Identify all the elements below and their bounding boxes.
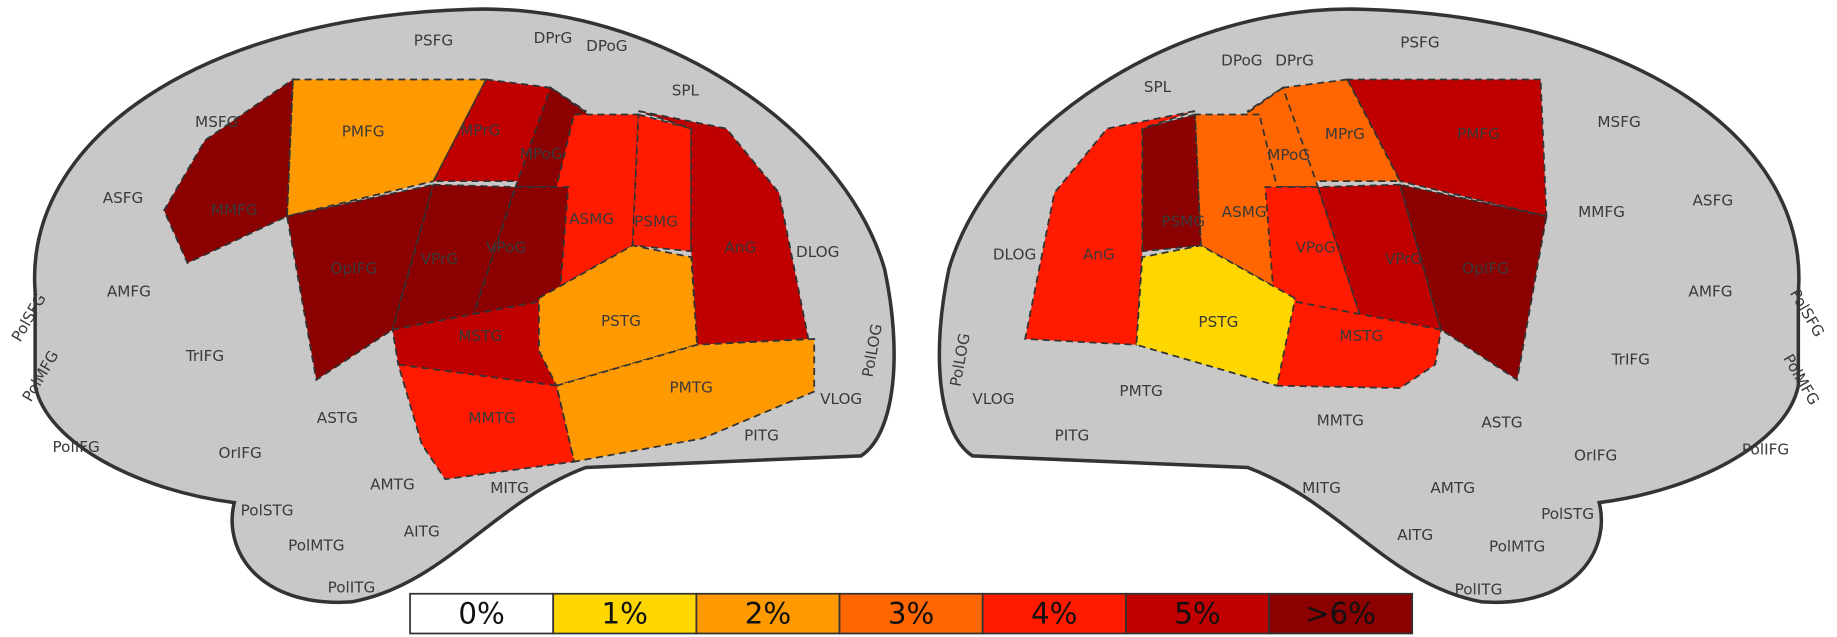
legend-swatch (552, 592, 698, 635)
region-fill (286, 183, 435, 382)
region-label: ASMG (569, 210, 614, 228)
region-label: PITG (744, 426, 779, 444)
region-label: DPoG (586, 37, 627, 55)
legend-label: 4% (1031, 596, 1077, 630)
region-label: PSMG (634, 213, 678, 231)
legend-label: 0% (458, 596, 504, 630)
region-label: MPrG (1325, 125, 1365, 143)
legend-swatch (981, 592, 1127, 635)
region-label: VPrG (421, 250, 458, 268)
legend: 0% 1% 2% 3% 4% 5% >6% (409, 592, 1414, 635)
region-label: AMTG (1430, 479, 1475, 497)
region-fill (1135, 244, 1296, 387)
region-label: MSTG (458, 327, 502, 345)
region-label: MMFG (1578, 203, 1625, 221)
region-label: PolSTG (241, 501, 294, 519)
region-label: OpIFG (330, 259, 377, 277)
region-label: SPL (1144, 78, 1172, 96)
region-label: PSFG (414, 31, 453, 49)
region-label: PolITG (1455, 581, 1503, 599)
region-label: MMTG (1317, 411, 1364, 429)
region-label: PolMTG (288, 536, 344, 554)
region-label: AnG (1083, 245, 1115, 263)
region-label: PSMG (1161, 213, 1205, 231)
region-label: PolIFG (1742, 441, 1789, 459)
region-labels: PSFG DPrG DPoG SPL MSFG PMFG MPrG MPoG ASFG MMFG A… (8, 29, 1828, 599)
region-fill (631, 113, 693, 253)
region-label: TrIFG (1611, 351, 1650, 369)
region-fill (1141, 113, 1202, 253)
region-label: PMTG (1119, 382, 1162, 400)
region-label: ASMG (1222, 203, 1267, 221)
legend-label: 1% (602, 596, 648, 630)
region-fill (391, 183, 517, 331)
region-label: PolITG (328, 578, 376, 596)
region-label: TrIFG (185, 347, 224, 365)
region-label: AITG (1397, 526, 1433, 544)
region-label: PSTG (1198, 313, 1238, 331)
legend-label: >6% (1305, 596, 1376, 630)
region-label: AITG (404, 522, 440, 540)
region-label: ASFG (103, 189, 144, 207)
region-label: PMFG (342, 123, 385, 141)
region-label: OpIFG (1462, 259, 1509, 277)
region-label: DPrG (534, 29, 573, 47)
region-label: MITG (1302, 479, 1341, 497)
region-label: VPrG (1385, 250, 1422, 268)
legend-swatch (1124, 592, 1270, 635)
region-label: MPoG (520, 145, 563, 163)
region-label: OrIFG (1574, 446, 1617, 464)
region-fill (163, 77, 294, 265)
region-label: MSTG (1339, 327, 1383, 345)
region-label: DLOG (993, 245, 1036, 263)
region-label: DPrG (1275, 51, 1314, 69)
region-label: PITG (1055, 426, 1090, 444)
region-label: AMFG (107, 283, 151, 301)
region-label: MMTG (468, 409, 515, 427)
region-label: DPoG (1221, 51, 1262, 69)
region-label: AMTG (370, 476, 415, 494)
region-label: OrIFG (219, 444, 262, 462)
legend-swatch (1268, 592, 1414, 635)
legend-swatch (838, 592, 984, 635)
region-fill (397, 363, 576, 481)
region-label: AMFG (1688, 283, 1732, 301)
region-label: PMFG (1457, 125, 1500, 143)
region-label: ASTG (317, 409, 358, 427)
region-label: VLOG (820, 390, 862, 408)
region-label: DLOG (796, 243, 839, 261)
region-label: MITG (490, 479, 529, 497)
region-label: SPL (672, 82, 700, 100)
region-label: PolMTG (1489, 538, 1545, 556)
region-label: MPoG (1267, 146, 1310, 164)
region-label: MSFG (1597, 113, 1640, 131)
region-label: VPoG (1296, 238, 1336, 256)
region-label: ASTG (1481, 414, 1522, 432)
region-fill (1024, 110, 1196, 346)
legend-label: 2% (745, 596, 791, 630)
region-fill (1398, 183, 1548, 382)
region-fill (1275, 300, 1443, 389)
region-label: VPoG (486, 238, 526, 256)
region-label: MMFG (211, 201, 258, 219)
region-label: MSFG (195, 113, 238, 131)
region-label: PSFG (1400, 34, 1439, 52)
region-label: PolSTG (1541, 505, 1594, 523)
legend-swatch (695, 592, 841, 635)
region-label: PSTG (601, 312, 641, 330)
region-label: ASFG (1693, 192, 1734, 210)
region-label: AnG (724, 238, 756, 256)
regions (163, 77, 1548, 481)
legend-label: 5% (1174, 596, 1220, 630)
legend-label: 3% (888, 596, 934, 630)
region-fill (538, 244, 698, 387)
region-label: VLOG (972, 390, 1014, 408)
region-label: PolIFG (53, 438, 100, 456)
region-label: MPrG (460, 121, 500, 139)
region-label: PMTG (670, 379, 713, 397)
